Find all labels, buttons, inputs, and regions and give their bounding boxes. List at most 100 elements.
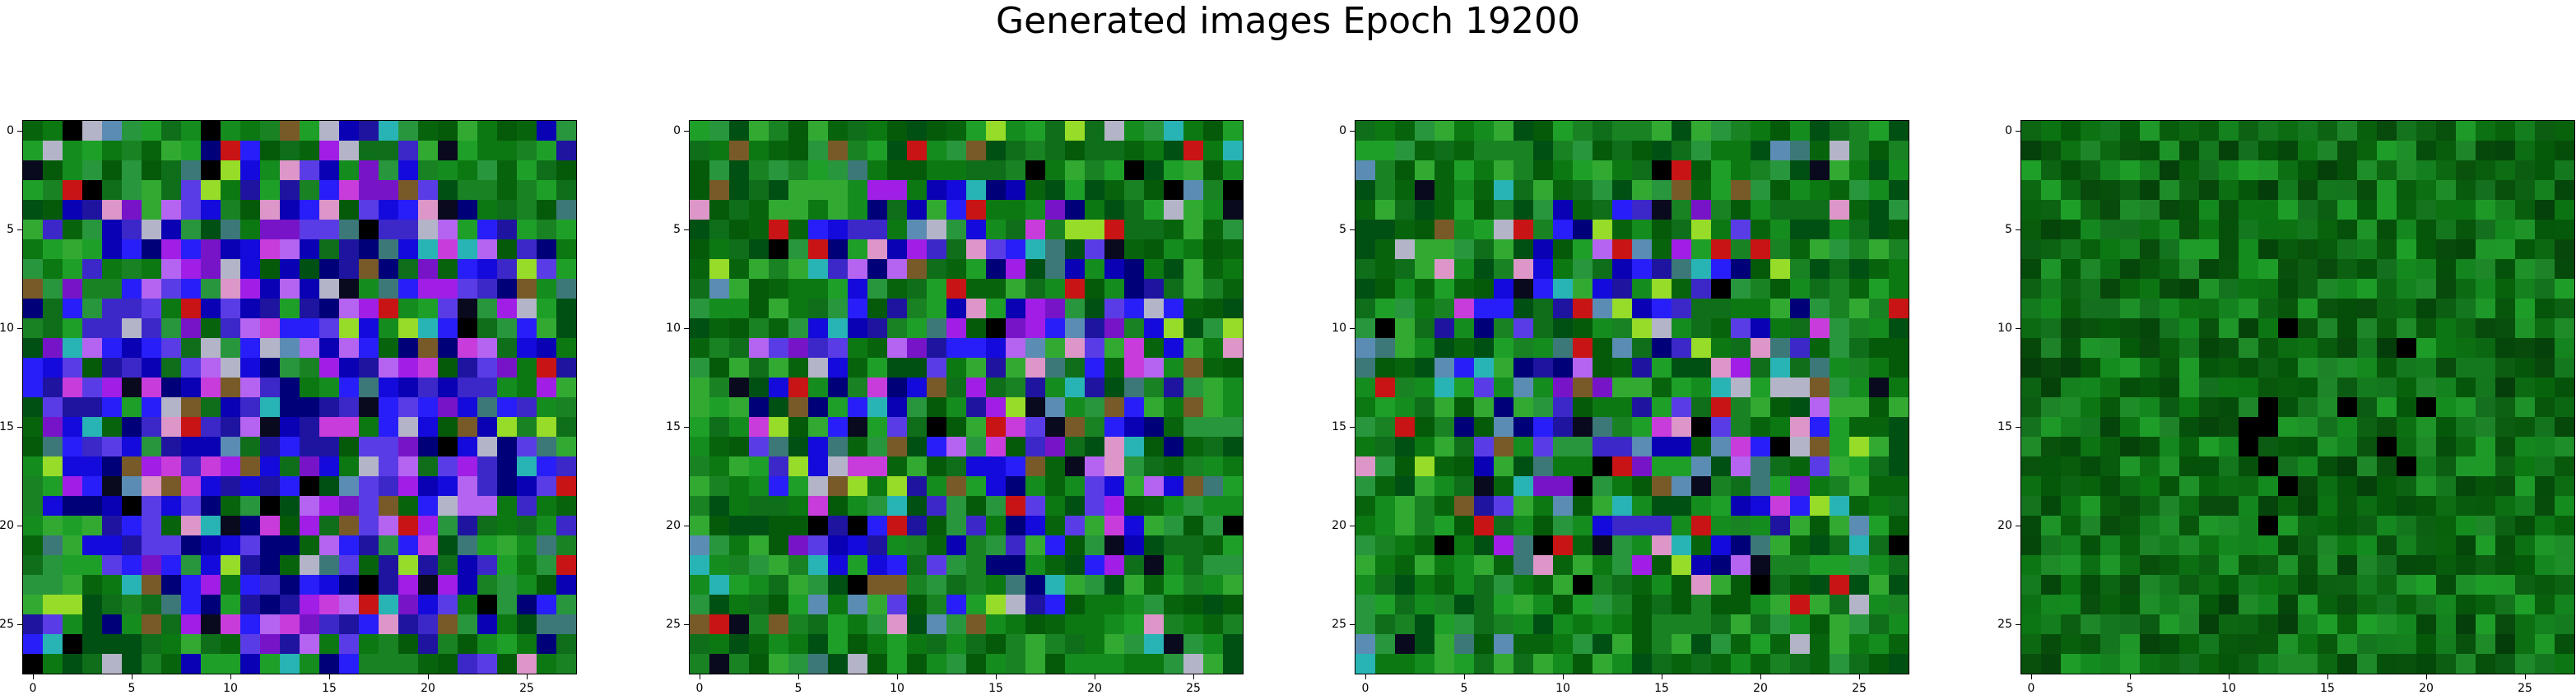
y-tick-mark [684, 130, 689, 132]
x-tick-mark [131, 674, 133, 679]
y-tick-label: 0 [2005, 124, 2012, 137]
axes-frame [22, 120, 577, 674]
axes-frame [689, 120, 1244, 674]
x-tick-label: 5 [128, 682, 136, 695]
y-tick-mark [17, 327, 22, 329]
x-tick-label: 15 [322, 682, 337, 695]
x-tick-label: 10 [1555, 682, 1570, 695]
generated-image-4 [2020, 120, 2575, 674]
x-tick-label: 15 [988, 682, 1003, 695]
axes-frame [2020, 120, 2575, 674]
y-tick-mark [17, 623, 22, 625]
y-tick-mark [684, 229, 689, 230]
y-tick-label: 10 [666, 322, 681, 335]
x-tick-mark [896, 674, 898, 679]
x-tick-label: 25 [1186, 682, 1201, 695]
x-tick-mark [2425, 674, 2427, 679]
x-tick-mark [328, 674, 330, 679]
y-tick-mark [17, 229, 22, 230]
x-tick-mark [32, 674, 34, 679]
generated-image-3 [1355, 120, 1909, 674]
x-tick-label: 15 [2320, 682, 2335, 695]
x-tick-label: 0 [29, 682, 37, 695]
x-tick-label: 25 [1852, 682, 1867, 695]
y-tick-label: 10 [1332, 322, 1346, 335]
y-tick-label: 5 [2005, 223, 2012, 236]
x-tick-label: 0 [695, 682, 704, 695]
x-tick-label: 20 [1753, 682, 1768, 695]
x-tick-label: 10 [223, 682, 238, 695]
x-tick-mark [1562, 674, 1564, 679]
y-tick-label: 0 [673, 124, 681, 137]
y-tick-label: 20 [0, 519, 14, 532]
x-tick-mark [2030, 674, 2032, 679]
y-tick-mark [2016, 426, 2020, 428]
axes-frame [1355, 120, 1909, 674]
x-tick-label: 25 [519, 682, 534, 695]
y-tick-label: 25 [1332, 618, 1346, 631]
y-tick-label: 0 [1339, 124, 1346, 137]
x-tick-label: 15 [1654, 682, 1669, 695]
y-tick-mark [17, 130, 22, 132]
generated-image-2 [689, 120, 1244, 674]
x-tick-mark [2327, 674, 2328, 679]
y-tick-mark [2016, 327, 2020, 329]
x-tick-mark [427, 674, 429, 679]
x-tick-mark [1365, 674, 1366, 679]
x-tick-label: 20 [421, 682, 435, 695]
x-tick-label: 0 [2027, 682, 2035, 695]
x-tick-label: 5 [2126, 682, 2134, 695]
y-tick-label: 20 [1997, 519, 2012, 532]
x-tick-label: 0 [1361, 682, 1369, 695]
y-tick-mark [684, 426, 689, 428]
y-tick-mark [2016, 229, 2020, 230]
y-tick-label: 15 [1332, 420, 1346, 433]
y-tick-label: 10 [0, 322, 14, 335]
x-tick-label: 5 [1460, 682, 1468, 695]
y-tick-mark [1350, 623, 1355, 625]
y-tick-mark [17, 426, 22, 428]
x-tick-mark [2228, 674, 2230, 679]
y-tick-mark [1350, 426, 1355, 428]
x-tick-label: 20 [2419, 682, 2434, 695]
y-tick-mark [1350, 130, 1355, 132]
image-pixels-1 [23, 121, 576, 674]
x-tick-mark [797, 674, 799, 679]
image-pixels-2 [690, 121, 1243, 674]
y-tick-mark [2016, 623, 2020, 625]
x-tick-label: 5 [794, 682, 802, 695]
y-tick-label: 25 [0, 618, 14, 631]
x-tick-mark [1760, 674, 1761, 679]
x-tick-mark [2524, 674, 2526, 679]
x-tick-label: 20 [1087, 682, 1102, 695]
y-tick-mark [684, 327, 689, 329]
y-tick-label: 15 [0, 420, 14, 433]
generated-image-1 [22, 120, 577, 674]
y-tick-mark [1350, 327, 1355, 329]
x-tick-label: 25 [2518, 682, 2532, 695]
x-tick-mark [2129, 674, 2131, 679]
y-tick-label: 20 [666, 519, 681, 532]
x-tick-mark [1463, 674, 1465, 679]
y-tick-label: 10 [1997, 322, 2012, 335]
y-tick-mark [2016, 130, 2020, 132]
image-pixels-3 [1355, 121, 1909, 674]
x-tick-mark [1858, 674, 1860, 679]
y-tick-label: 5 [673, 223, 681, 236]
y-tick-label: 15 [1997, 420, 2012, 433]
figure-title: Generated images Epoch 19200 [995, 0, 1581, 42]
x-tick-mark [526, 674, 528, 679]
x-tick-label: 10 [2221, 682, 2236, 695]
x-tick-mark [230, 674, 231, 679]
y-tick-label: 5 [1339, 223, 1346, 236]
y-tick-label: 0 [7, 124, 14, 137]
image-pixels-4 [2021, 121, 2574, 674]
y-tick-mark [684, 623, 689, 625]
y-tick-label: 20 [1332, 519, 1346, 532]
y-tick-label: 15 [666, 420, 681, 433]
y-tick-label: 25 [666, 618, 681, 631]
y-tick-label: 25 [1997, 618, 2012, 631]
x-tick-mark [995, 674, 997, 679]
y-tick-label: 5 [7, 223, 14, 236]
x-tick-label: 10 [890, 682, 904, 695]
